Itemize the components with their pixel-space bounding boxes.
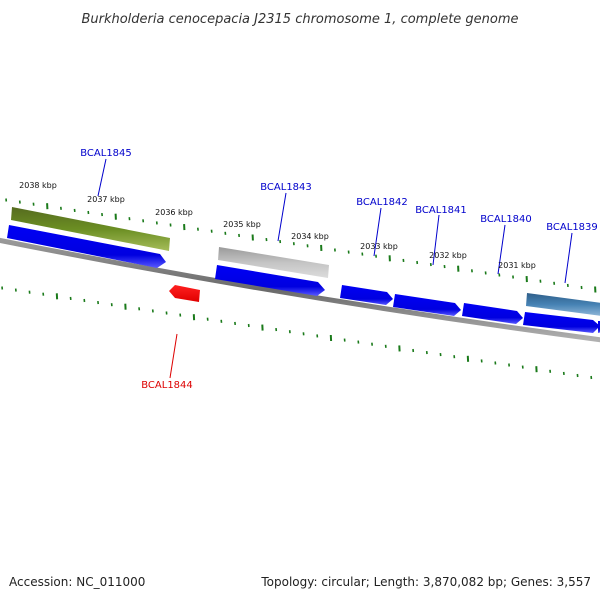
gene-label-bcal1844[interactable]: BCAL1844 bbox=[141, 380, 193, 391]
gene-arrow-bcal1844[interactable] bbox=[169, 285, 200, 302]
scale-label: 2034 kbp bbox=[291, 232, 329, 241]
genome-title: Burkholderia cenocepacia J2315 chromosom… bbox=[81, 12, 518, 27]
scale-label: 2037 kbp bbox=[87, 195, 125, 204]
scale-label: 2033 kbp bbox=[360, 242, 398, 251]
leader-line-bcal1843 bbox=[278, 193, 286, 241]
leader-line-bcal1839 bbox=[565, 233, 572, 283]
accession-text: Accession: NC_011000 bbox=[9, 575, 145, 589]
scale-label: 2032 kbp bbox=[429, 251, 467, 260]
gene-label-bcal1841[interactable]: BCAL1841 bbox=[415, 205, 467, 216]
gene-label-bcal1842[interactable]: BCAL1842 bbox=[356, 197, 408, 208]
scale-label: 2035 kbp bbox=[223, 220, 261, 229]
scale-label: 2038 kbp bbox=[19, 181, 57, 190]
feature-bar-steel[interactable] bbox=[526, 293, 600, 316]
leader-line-bcal1845 bbox=[98, 159, 106, 196]
gene-label-bcal1845[interactable]: BCAL1845 bbox=[80, 148, 132, 159]
scale-label: 2036 kbp bbox=[155, 208, 193, 217]
gene-label-bcal1839[interactable]: BCAL1839 bbox=[546, 222, 598, 233]
gene-label-bcal1840[interactable]: BCAL1840 bbox=[480, 214, 532, 225]
gene-label-bcal1843[interactable]: BCAL1843 bbox=[260, 182, 312, 193]
scale-label: 2031 kbp bbox=[498, 261, 536, 270]
leader-line-bcal1844 bbox=[170, 334, 177, 378]
scale-ticks-lower bbox=[2, 287, 591, 380]
genome-summary-text: Topology: circular; Length: 3,870,082 bp… bbox=[260, 575, 591, 589]
